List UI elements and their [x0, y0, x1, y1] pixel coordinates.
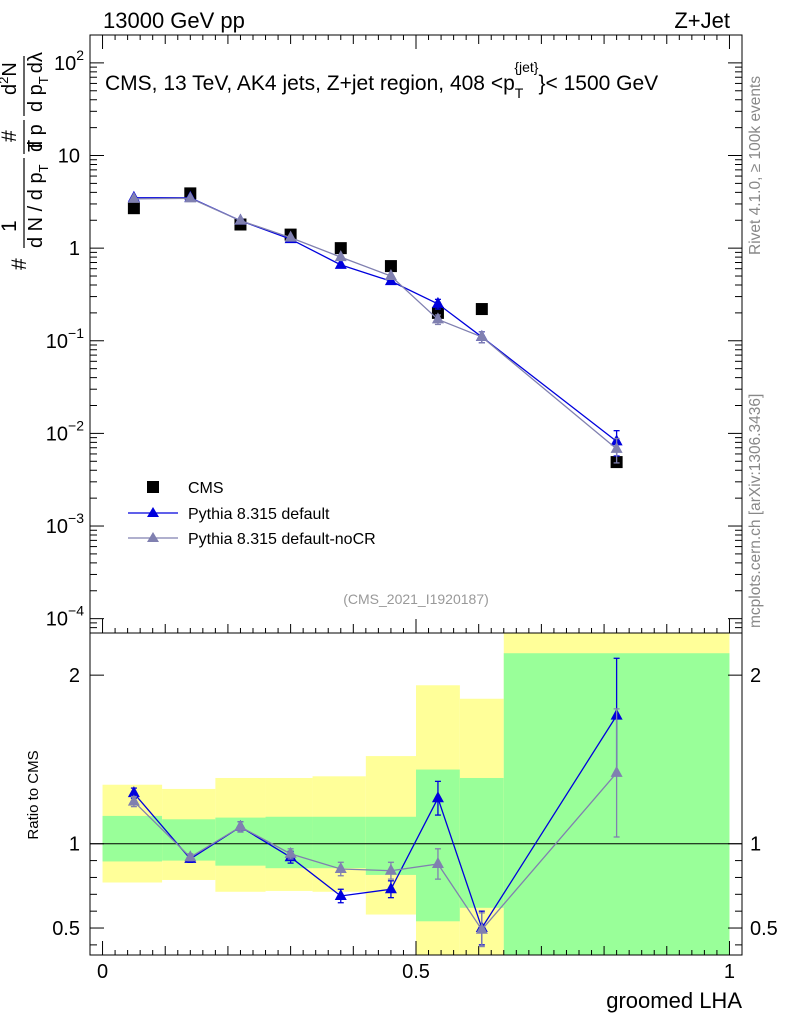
series-marker-1: [431, 296, 444, 308]
main-title-sub: T: [515, 85, 524, 101]
series-marker-2: [334, 250, 347, 262]
reference-tag: (CMS_2021_I1920187): [343, 591, 489, 607]
ratio-ytick-label-right: 0.5: [750, 918, 778, 940]
ratio-marker-1: [334, 862, 347, 874]
ratio-axis-ticks: 0 0.5 1 0.5 0.5 1 1 2 2: [52, 665, 778, 983]
cms-data-point: [384, 260, 397, 273]
ratio-marker-0: [431, 791, 444, 803]
main-ytick-label: 1: [69, 238, 80, 260]
main-title: CMS, 13 TeV, AK4 jets, Z+jet region, 408…: [105, 59, 658, 101]
legend-label-nocr: Pythia 8.315 default-noCR: [188, 531, 376, 548]
series-marker-2: [284, 230, 297, 242]
main-ylabel: # 1 d N / d pT # T d p d2N d pTdλ: [0, 52, 51, 270]
ylabel-frac-top: #: [0, 130, 21, 142]
series-marker-2: [384, 269, 397, 281]
legend-label-cms: CMS: [188, 480, 224, 497]
ratio-xlabel: groomed LHA: [606, 988, 742, 1013]
ylabel-hash: #: [8, 258, 31, 270]
ratio-ytick-label-left: 1: [69, 834, 80, 856]
ratio-frame: [89, 632, 743, 956]
ratio-xtick-label: 1: [724, 961, 735, 983]
series-marker-2: [184, 191, 197, 203]
series-marker-2: [234, 213, 247, 225]
ratio-ytick-label-left: 0.5: [52, 918, 80, 940]
ratio-marker-0: [384, 882, 397, 894]
series-marker-2: [475, 329, 488, 341]
series-marker-2: [431, 312, 444, 324]
series-marker-2: [610, 441, 623, 453]
cms-data-point: [334, 242, 347, 255]
ratio-ytick-label-right: 1: [750, 834, 761, 856]
legend: CMS Pythia 8.315 default Pythia 8.315 de…: [128, 480, 376, 548]
ylabel-denom: d N / d pT: [25, 164, 51, 248]
ratio-ytick-label-left: 2: [69, 665, 80, 687]
main-title-sup: {jet}: [514, 59, 538, 75]
legend-marker-default: [147, 507, 159, 517]
ratio-band-green: [312, 816, 366, 869]
cms-data-point: [127, 202, 140, 215]
ylabel-d2n: d2N: [0, 62, 21, 95]
ratio-marker-1: [127, 794, 140, 806]
ratio-series: [127, 657, 623, 948]
ratio-marker-1: [384, 863, 397, 875]
main-ytick-label: 10−4: [46, 603, 84, 631]
ylabel-dplambda: d pTdλ: [25, 52, 51, 112]
main-title-pre: CMS, 13 TeV, AK4 jets, Z+jet region, 408…: [105, 72, 515, 95]
series-marker-2: [127, 191, 140, 203]
ratio-xtick-label: 0.5: [402, 961, 430, 983]
series-marker-1: [334, 257, 347, 269]
main-ytick-label: 10−2: [46, 417, 84, 445]
ylabel-frac-bot-text: d p: [25, 124, 47, 152]
main-ytick-label: 102: [54, 47, 84, 75]
ratio-marker-0: [127, 786, 140, 798]
ratio-marker-1: [234, 819, 247, 831]
main-axis-ticks: 10−4 10−3 10−2 10−1 1 10 102: [46, 34, 742, 634]
header-right: Z+Jet: [674, 8, 730, 33]
ratio-bands: [102, 633, 730, 955]
ylabel-frac-bot: T: [25, 140, 47, 152]
ratio-marker-0: [334, 888, 347, 900]
legend-label-default: Pythia 8.315 default: [188, 506, 330, 523]
series-line-2: [133, 197, 618, 450]
ratio-ytick-label-right: 2: [750, 665, 761, 687]
ylabel-one: 1: [0, 220, 21, 232]
ratio-xtick-label: 0: [97, 961, 108, 983]
main-ytick-label: 10: [58, 146, 80, 168]
header-left: 13000 GeV pp: [103, 8, 245, 33]
cms-data-point: [475, 303, 488, 316]
ratio-band-green: [459, 777, 504, 908]
ratio-marker-1: [431, 856, 444, 868]
main-title-post: }< 1500 GeV: [538, 72, 658, 95]
main-ytick-label: 10−3: [46, 510, 84, 538]
ratio-marker-1: [610, 765, 623, 777]
ratio-band-green: [102, 815, 163, 862]
ratio-ylabel: Ratio to CMS: [25, 750, 42, 839]
ratio-marker-1: [475, 922, 488, 934]
ratio-marker-1: [284, 846, 297, 858]
rivet-label: Rivet 4.1.0, ≥ 100k events: [747, 76, 764, 255]
legend-marker-cms: [147, 481, 159, 493]
main-series: [127, 187, 623, 469]
legend-marker-nocr: [147, 532, 159, 542]
mcplots-label: mcplots.cern.ch [arXiv:1306.3436]: [747, 394, 764, 628]
series-line-1: [133, 197, 618, 442]
main-ytick-label: 10−1: [46, 325, 84, 353]
ratio-marker-1: [184, 850, 197, 862]
